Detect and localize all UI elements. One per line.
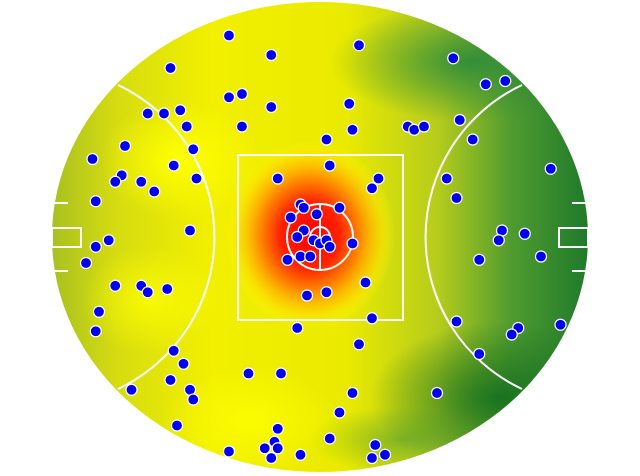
data-point-57 bbox=[492, 234, 505, 247]
data-point-103 bbox=[365, 451, 379, 465]
data-point-90 bbox=[346, 386, 359, 400]
data-point-29 bbox=[544, 162, 557, 175]
data-point-31 bbox=[109, 175, 122, 188]
data-point-104 bbox=[378, 448, 392, 461]
data-point-92 bbox=[333, 406, 346, 419]
data-point-4 bbox=[447, 52, 460, 65]
data-point-14 bbox=[265, 100, 278, 114]
data-point-22 bbox=[453, 113, 466, 127]
heatmap-surface bbox=[52, 2, 588, 472]
data-point-73 bbox=[89, 325, 102, 338]
data-point-43 bbox=[333, 201, 346, 214]
data-points bbox=[79, 29, 567, 465]
data-point-65 bbox=[359, 276, 372, 289]
data-point-28 bbox=[323, 159, 336, 172]
data-point-100 bbox=[369, 438, 382, 452]
data-point-32 bbox=[135, 175, 148, 188]
data-point-6 bbox=[479, 78, 492, 91]
data-point-25 bbox=[86, 152, 99, 166]
data-point-101 bbox=[294, 448, 307, 461]
data-point-26 bbox=[187, 143, 200, 156]
data-point-23 bbox=[466, 133, 479, 146]
data-point-53 bbox=[346, 237, 359, 250]
data-point-85 bbox=[242, 367, 255, 380]
data-point-72 bbox=[92, 305, 106, 318]
data-point-55 bbox=[89, 240, 102, 253]
data-point-54 bbox=[102, 234, 115, 247]
data-point-63 bbox=[534, 250, 548, 263]
data-point-93 bbox=[170, 419, 184, 432]
data-point-8 bbox=[222, 91, 236, 104]
data-point-45 bbox=[284, 211, 297, 224]
data-point-62 bbox=[473, 253, 486, 266]
data-point-75 bbox=[450, 315, 463, 328]
data-point-7 bbox=[499, 74, 512, 88]
data-point-89 bbox=[187, 393, 200, 406]
data-point-74 bbox=[365, 312, 379, 325]
data-point-52 bbox=[323, 240, 336, 253]
data-point-42 bbox=[297, 201, 310, 214]
data-point-87 bbox=[125, 383, 138, 396]
data-point-40 bbox=[89, 195, 102, 208]
data-point-80 bbox=[167, 344, 180, 357]
data-point-64 bbox=[79, 256, 93, 270]
data-point-59 bbox=[281, 253, 294, 266]
data-point-17 bbox=[346, 123, 359, 136]
data-point-79 bbox=[554, 318, 567, 331]
data-point-47 bbox=[183, 224, 197, 237]
data-point-58 bbox=[518, 227, 531, 240]
data-point-66 bbox=[109, 279, 122, 292]
data-point-21 bbox=[417, 120, 431, 133]
data-point-91 bbox=[430, 386, 444, 400]
data-point-76 bbox=[291, 321, 304, 335]
data-point-36 bbox=[372, 172, 385, 185]
data-point-11 bbox=[174, 104, 187, 117]
data-point-81 bbox=[352, 338, 366, 351]
data-point-1 bbox=[222, 29, 236, 42]
data-point-9 bbox=[235, 87, 249, 101]
data-point-48 bbox=[291, 230, 304, 244]
data-point-68 bbox=[141, 286, 154, 299]
data-point-18 bbox=[320, 133, 333, 146]
data-point-13 bbox=[157, 107, 171, 120]
data-point-102 bbox=[265, 451, 278, 465]
left-goal-square bbox=[51, 227, 82, 248]
data-point-78 bbox=[505, 328, 518, 341]
data-point-61 bbox=[304, 250, 317, 263]
data-point-99 bbox=[271, 442, 284, 455]
data-point-33 bbox=[148, 185, 161, 198]
data-point-83 bbox=[177, 357, 190, 370]
data-point-10 bbox=[343, 97, 356, 110]
data-point-3 bbox=[352, 39, 366, 52]
data-point-5 bbox=[164, 61, 177, 75]
data-point-98 bbox=[258, 442, 271, 455]
data-point-95 bbox=[323, 432, 336, 445]
data-point-97 bbox=[222, 445, 236, 458]
data-point-12 bbox=[141, 107, 154, 120]
data-point-69 bbox=[161, 282, 174, 296]
data-point-44 bbox=[310, 208, 323, 221]
data-point-86 bbox=[274, 367, 288, 380]
data-point-71 bbox=[320, 286, 333, 299]
data-point-35 bbox=[271, 172, 284, 185]
data-point-38 bbox=[440, 172, 453, 185]
data-point-94 bbox=[271, 422, 284, 435]
data-point-37 bbox=[365, 182, 379, 195]
centre-square bbox=[237, 154, 404, 321]
data-point-27 bbox=[167, 159, 180, 172]
data-point-70 bbox=[300, 289, 314, 302]
data-point-84 bbox=[164, 373, 177, 387]
data-point-15 bbox=[180, 120, 193, 133]
data-point-82 bbox=[473, 347, 486, 361]
data-point-24 bbox=[118, 139, 132, 153]
right-goal-square bbox=[558, 227, 589, 248]
data-point-16 bbox=[235, 120, 249, 133]
data-point-39 bbox=[450, 191, 463, 205]
data-point-34 bbox=[190, 172, 203, 185]
data-point-2 bbox=[265, 48, 278, 62]
